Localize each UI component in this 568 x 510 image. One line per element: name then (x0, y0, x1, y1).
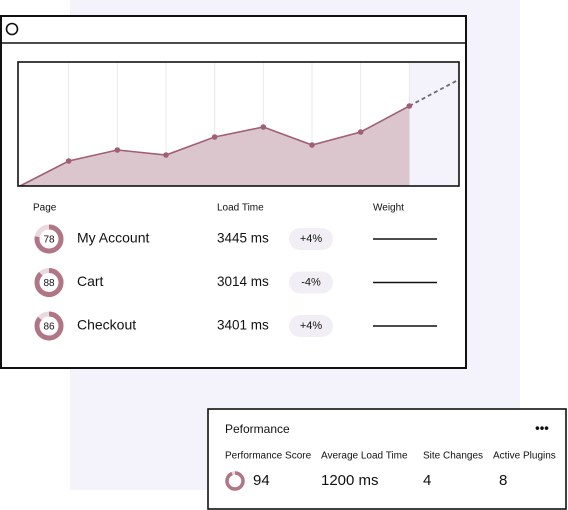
score-arc (34, 224, 64, 254)
page-name: My Account (77, 230, 149, 246)
performance-card (207, 408, 567, 510)
area (20, 106, 410, 186)
column-header: Page (33, 203, 57, 214)
forecast-line (408, 79, 459, 107)
point (65, 158, 72, 164)
stat-value: 4 (423, 472, 431, 489)
load-time: 3014 ms (217, 274, 269, 289)
change-badge (289, 228, 333, 250)
score-label: 78 (43, 235, 55, 246)
point (114, 147, 121, 153)
score-arc (34, 268, 64, 297)
point (211, 134, 218, 140)
point (260, 124, 267, 130)
score-label: 86 (43, 322, 55, 333)
stat-label: Active Plugins (493, 451, 556, 462)
point (357, 129, 364, 135)
page-name: Cart (77, 273, 104, 289)
load-time: 3445 ms (217, 231, 269, 246)
stat-label: Performance Score (225, 451, 312, 462)
point (163, 152, 169, 158)
chart-frame (17, 61, 460, 187)
page-name: Checkout (77, 317, 136, 333)
stat-value: 1200 ms (321, 472, 379, 489)
forecast-region (409, 63, 459, 185)
change-label: +4% (300, 233, 323, 245)
card-title: Peformance (225, 422, 290, 436)
stat-value: 8 (499, 472, 507, 489)
change-label: +4% (300, 320, 323, 332)
stat-label: Average Load Time (321, 451, 408, 462)
score-arc (225, 471, 245, 491)
change-badge (289, 315, 333, 337)
stat-label: Site Changes (423, 451, 483, 462)
menu-button[interactable]: ••• (535, 420, 549, 435)
change-badge (289, 271, 333, 294)
column-header: Load Time (217, 203, 264, 214)
score-arc (34, 311, 64, 341)
window (0, 15, 467, 369)
load-time: 3401 ms (217, 318, 269, 333)
window-button[interactable] (5, 22, 19, 36)
point (406, 103, 413, 109)
point (309, 142, 315, 148)
column-header: Weight (373, 203, 404, 214)
stat-value: 94 (253, 472, 270, 489)
score-label: 88 (43, 278, 55, 289)
change-label: -4% (301, 276, 321, 288)
